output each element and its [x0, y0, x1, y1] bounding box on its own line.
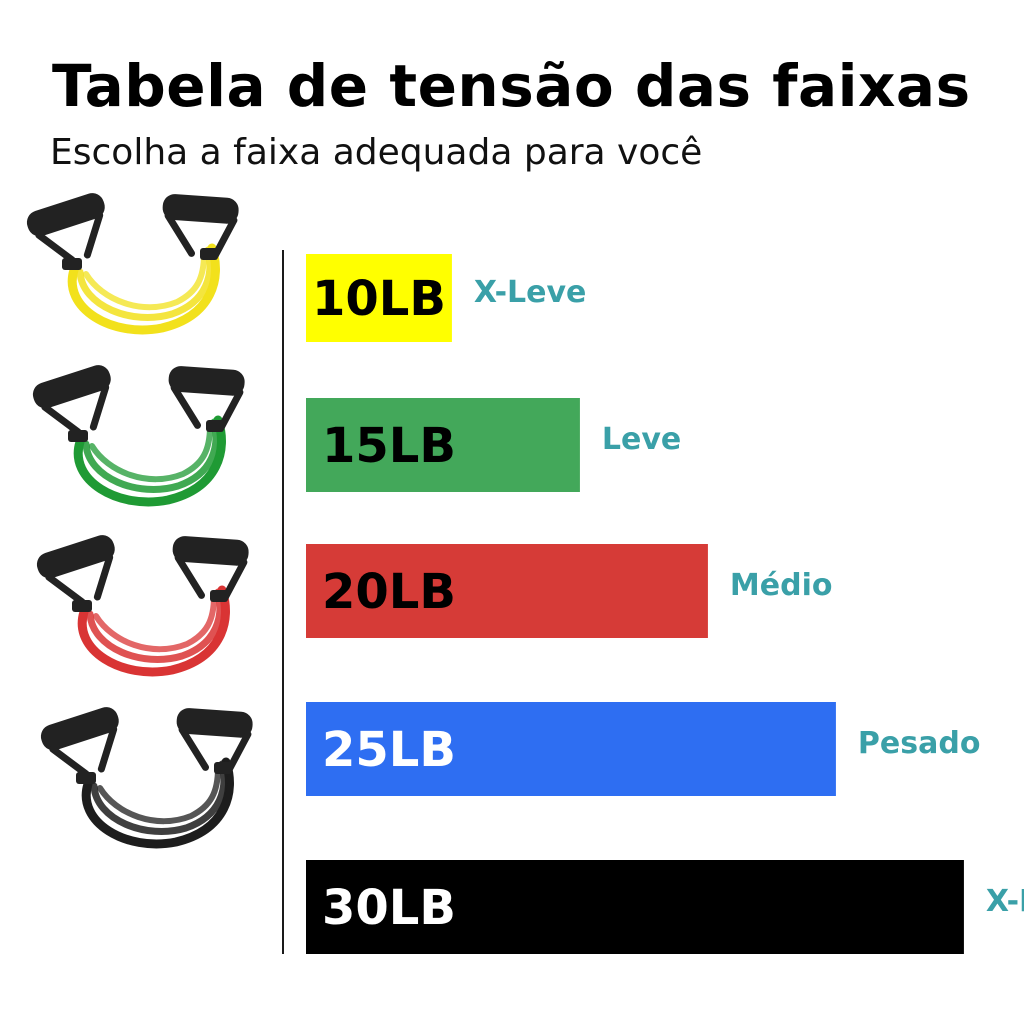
bar-category-label: X-Leve — [474, 275, 587, 310]
bar-leve — [306, 398, 580, 492]
bar-x-pesado — [306, 860, 964, 954]
bar-pesado — [306, 702, 836, 796]
bar-médio — [306, 544, 708, 638]
green-resistance-band-icon — [32, 365, 245, 507]
bar-value-label: 30LB — [322, 880, 456, 936]
page-subtitle: Escolha a faixa adequada para você — [50, 132, 703, 173]
chart-axis-line — [282, 250, 284, 954]
bar-value-label: 15LB — [322, 418, 456, 474]
bar-x-leve — [306, 254, 452, 342]
bar-category-label: Leve — [602, 422, 681, 457]
bar-category-label: X-Pesado — [986, 884, 1024, 919]
page-title: Tabela de tensão das faixas — [52, 52, 971, 120]
bar-category-label: Pesado — [858, 726, 981, 761]
red-resistance-band-icon — [36, 535, 249, 677]
bar-value-label: 20LB — [322, 564, 456, 620]
yellow-resistance-band-icon — [26, 193, 239, 335]
black-resistance-band-icon — [40, 707, 253, 849]
bar-value-label: 10LB — [312, 271, 446, 327]
bar-category-label: Médio — [730, 568, 833, 603]
bar-value-label: 25LB — [322, 722, 456, 778]
